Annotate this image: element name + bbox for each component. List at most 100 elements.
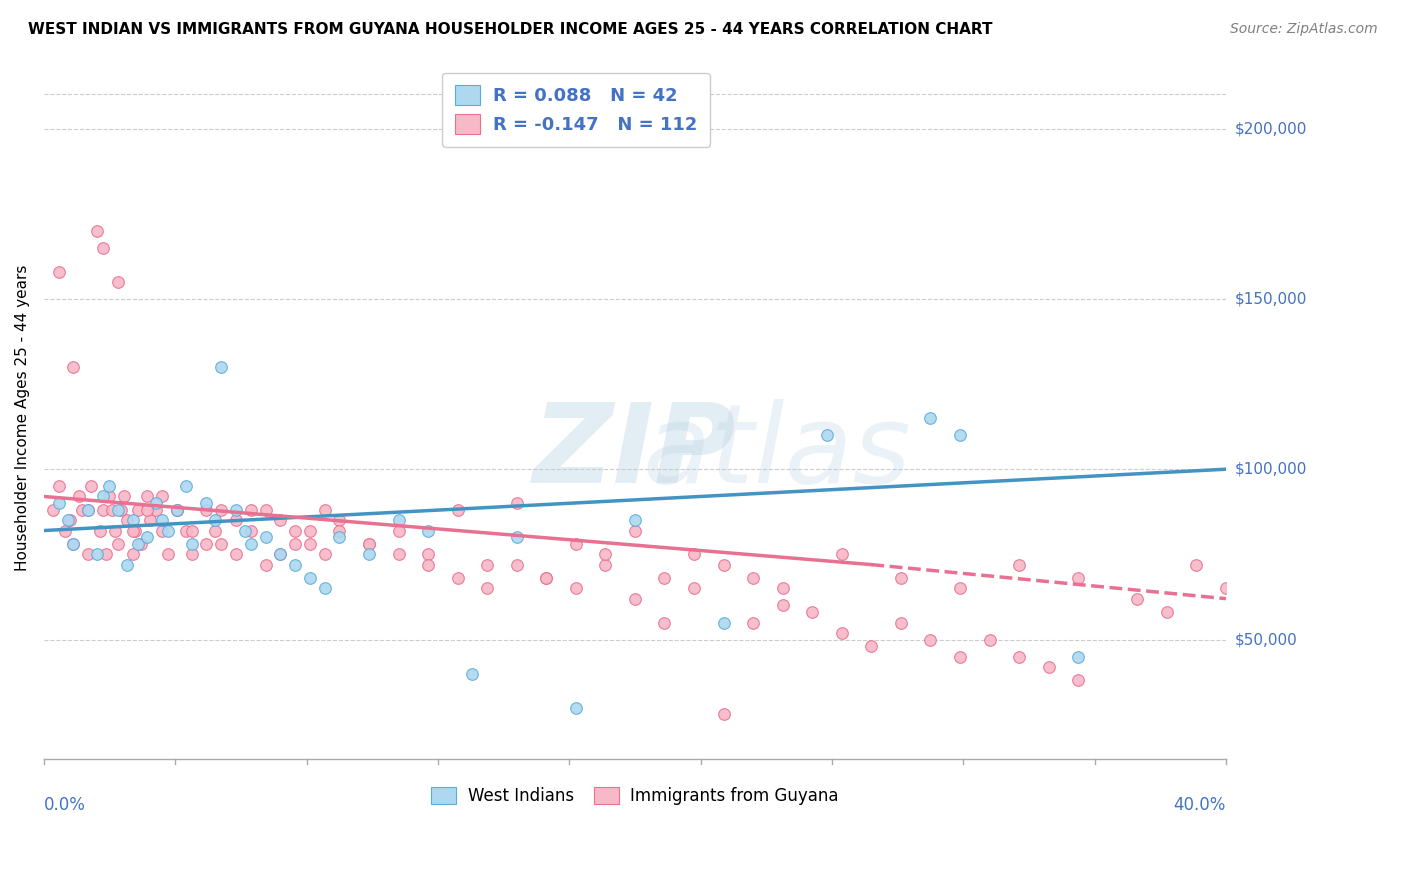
Point	[145, 496, 167, 510]
Point	[506, 558, 529, 572]
Point	[890, 571, 912, 585]
Text: 40.0%: 40.0%	[1174, 797, 1226, 814]
Point	[920, 411, 942, 425]
Point	[136, 530, 159, 544]
Point	[166, 503, 188, 517]
Point	[86, 224, 108, 238]
Point	[284, 524, 307, 538]
Point	[595, 548, 617, 562]
Point	[48, 496, 70, 510]
Point	[97, 490, 120, 504]
Point	[131, 537, 153, 551]
Point	[107, 537, 129, 551]
Point	[107, 275, 129, 289]
Point	[225, 503, 247, 517]
Point	[180, 524, 202, 538]
Point	[104, 524, 127, 538]
Point	[156, 548, 179, 562]
Point	[713, 558, 735, 572]
Text: $100,000: $100,000	[1234, 462, 1306, 476]
Point	[328, 524, 350, 538]
Point	[62, 537, 84, 551]
Point	[204, 513, 226, 527]
Point	[595, 558, 617, 572]
Point	[121, 548, 143, 562]
Point	[1126, 591, 1149, 606]
Point	[209, 503, 232, 517]
Point	[831, 548, 853, 562]
Legend: West Indians, Immigrants from Guyana: West Indians, Immigrants from Guyana	[425, 780, 845, 812]
Point	[357, 537, 380, 551]
Point	[91, 490, 114, 504]
Point	[89, 524, 111, 538]
Point	[62, 359, 84, 374]
Point	[357, 548, 380, 562]
Point	[174, 479, 197, 493]
Point	[62, 537, 84, 551]
Point	[536, 571, 558, 585]
Point	[314, 503, 336, 517]
Point	[979, 632, 1001, 647]
Point	[195, 496, 218, 510]
Point	[56, 513, 79, 527]
Point	[446, 503, 468, 517]
Point	[91, 241, 114, 255]
Point	[233, 524, 256, 538]
Text: ZIP: ZIP	[533, 399, 737, 506]
Point	[254, 530, 277, 544]
Point	[565, 537, 588, 551]
Text: Source: ZipAtlas.com: Source: ZipAtlas.com	[1230, 22, 1378, 37]
Point	[298, 524, 321, 538]
Point	[328, 513, 350, 527]
Point	[180, 548, 202, 562]
Point	[225, 548, 247, 562]
Text: atlas: atlas	[643, 399, 911, 506]
Point	[239, 503, 262, 517]
Point	[314, 548, 336, 562]
Point	[298, 537, 321, 551]
Point	[536, 571, 558, 585]
Point	[166, 503, 188, 517]
Point	[86, 548, 108, 562]
Point	[949, 582, 972, 596]
Point	[150, 490, 173, 504]
Point	[416, 558, 439, 572]
Point	[107, 503, 129, 517]
Point	[298, 571, 321, 585]
Text: $50,000: $50,000	[1234, 632, 1296, 647]
Point	[654, 615, 676, 630]
Point	[1067, 571, 1090, 585]
Point	[139, 513, 162, 527]
Point	[565, 582, 588, 596]
Point	[860, 640, 883, 654]
Point	[1008, 649, 1031, 664]
Point	[204, 524, 226, 538]
Point	[127, 503, 149, 517]
Point	[115, 558, 138, 572]
Point	[387, 513, 409, 527]
Point	[446, 571, 468, 585]
Point	[124, 524, 146, 538]
Point	[42, 503, 65, 517]
Point	[121, 524, 143, 538]
Point	[195, 537, 218, 551]
Point	[815, 428, 838, 442]
Point	[269, 513, 291, 527]
Point	[112, 490, 135, 504]
Point	[624, 591, 647, 606]
Point	[1038, 660, 1060, 674]
Point	[94, 548, 117, 562]
Point	[624, 524, 647, 538]
Point	[683, 548, 706, 562]
Point	[654, 571, 676, 585]
Point	[772, 599, 794, 613]
Point	[284, 537, 307, 551]
Text: WEST INDIAN VS IMMIGRANTS FROM GUYANA HOUSEHOLDER INCOME AGES 25 - 44 YEARS CORR: WEST INDIAN VS IMMIGRANTS FROM GUYANA HO…	[28, 22, 993, 37]
Point	[284, 558, 307, 572]
Point	[328, 530, 350, 544]
Point	[239, 524, 262, 538]
Point	[77, 503, 100, 517]
Point	[1185, 558, 1208, 572]
Point	[949, 428, 972, 442]
Point	[180, 537, 202, 551]
